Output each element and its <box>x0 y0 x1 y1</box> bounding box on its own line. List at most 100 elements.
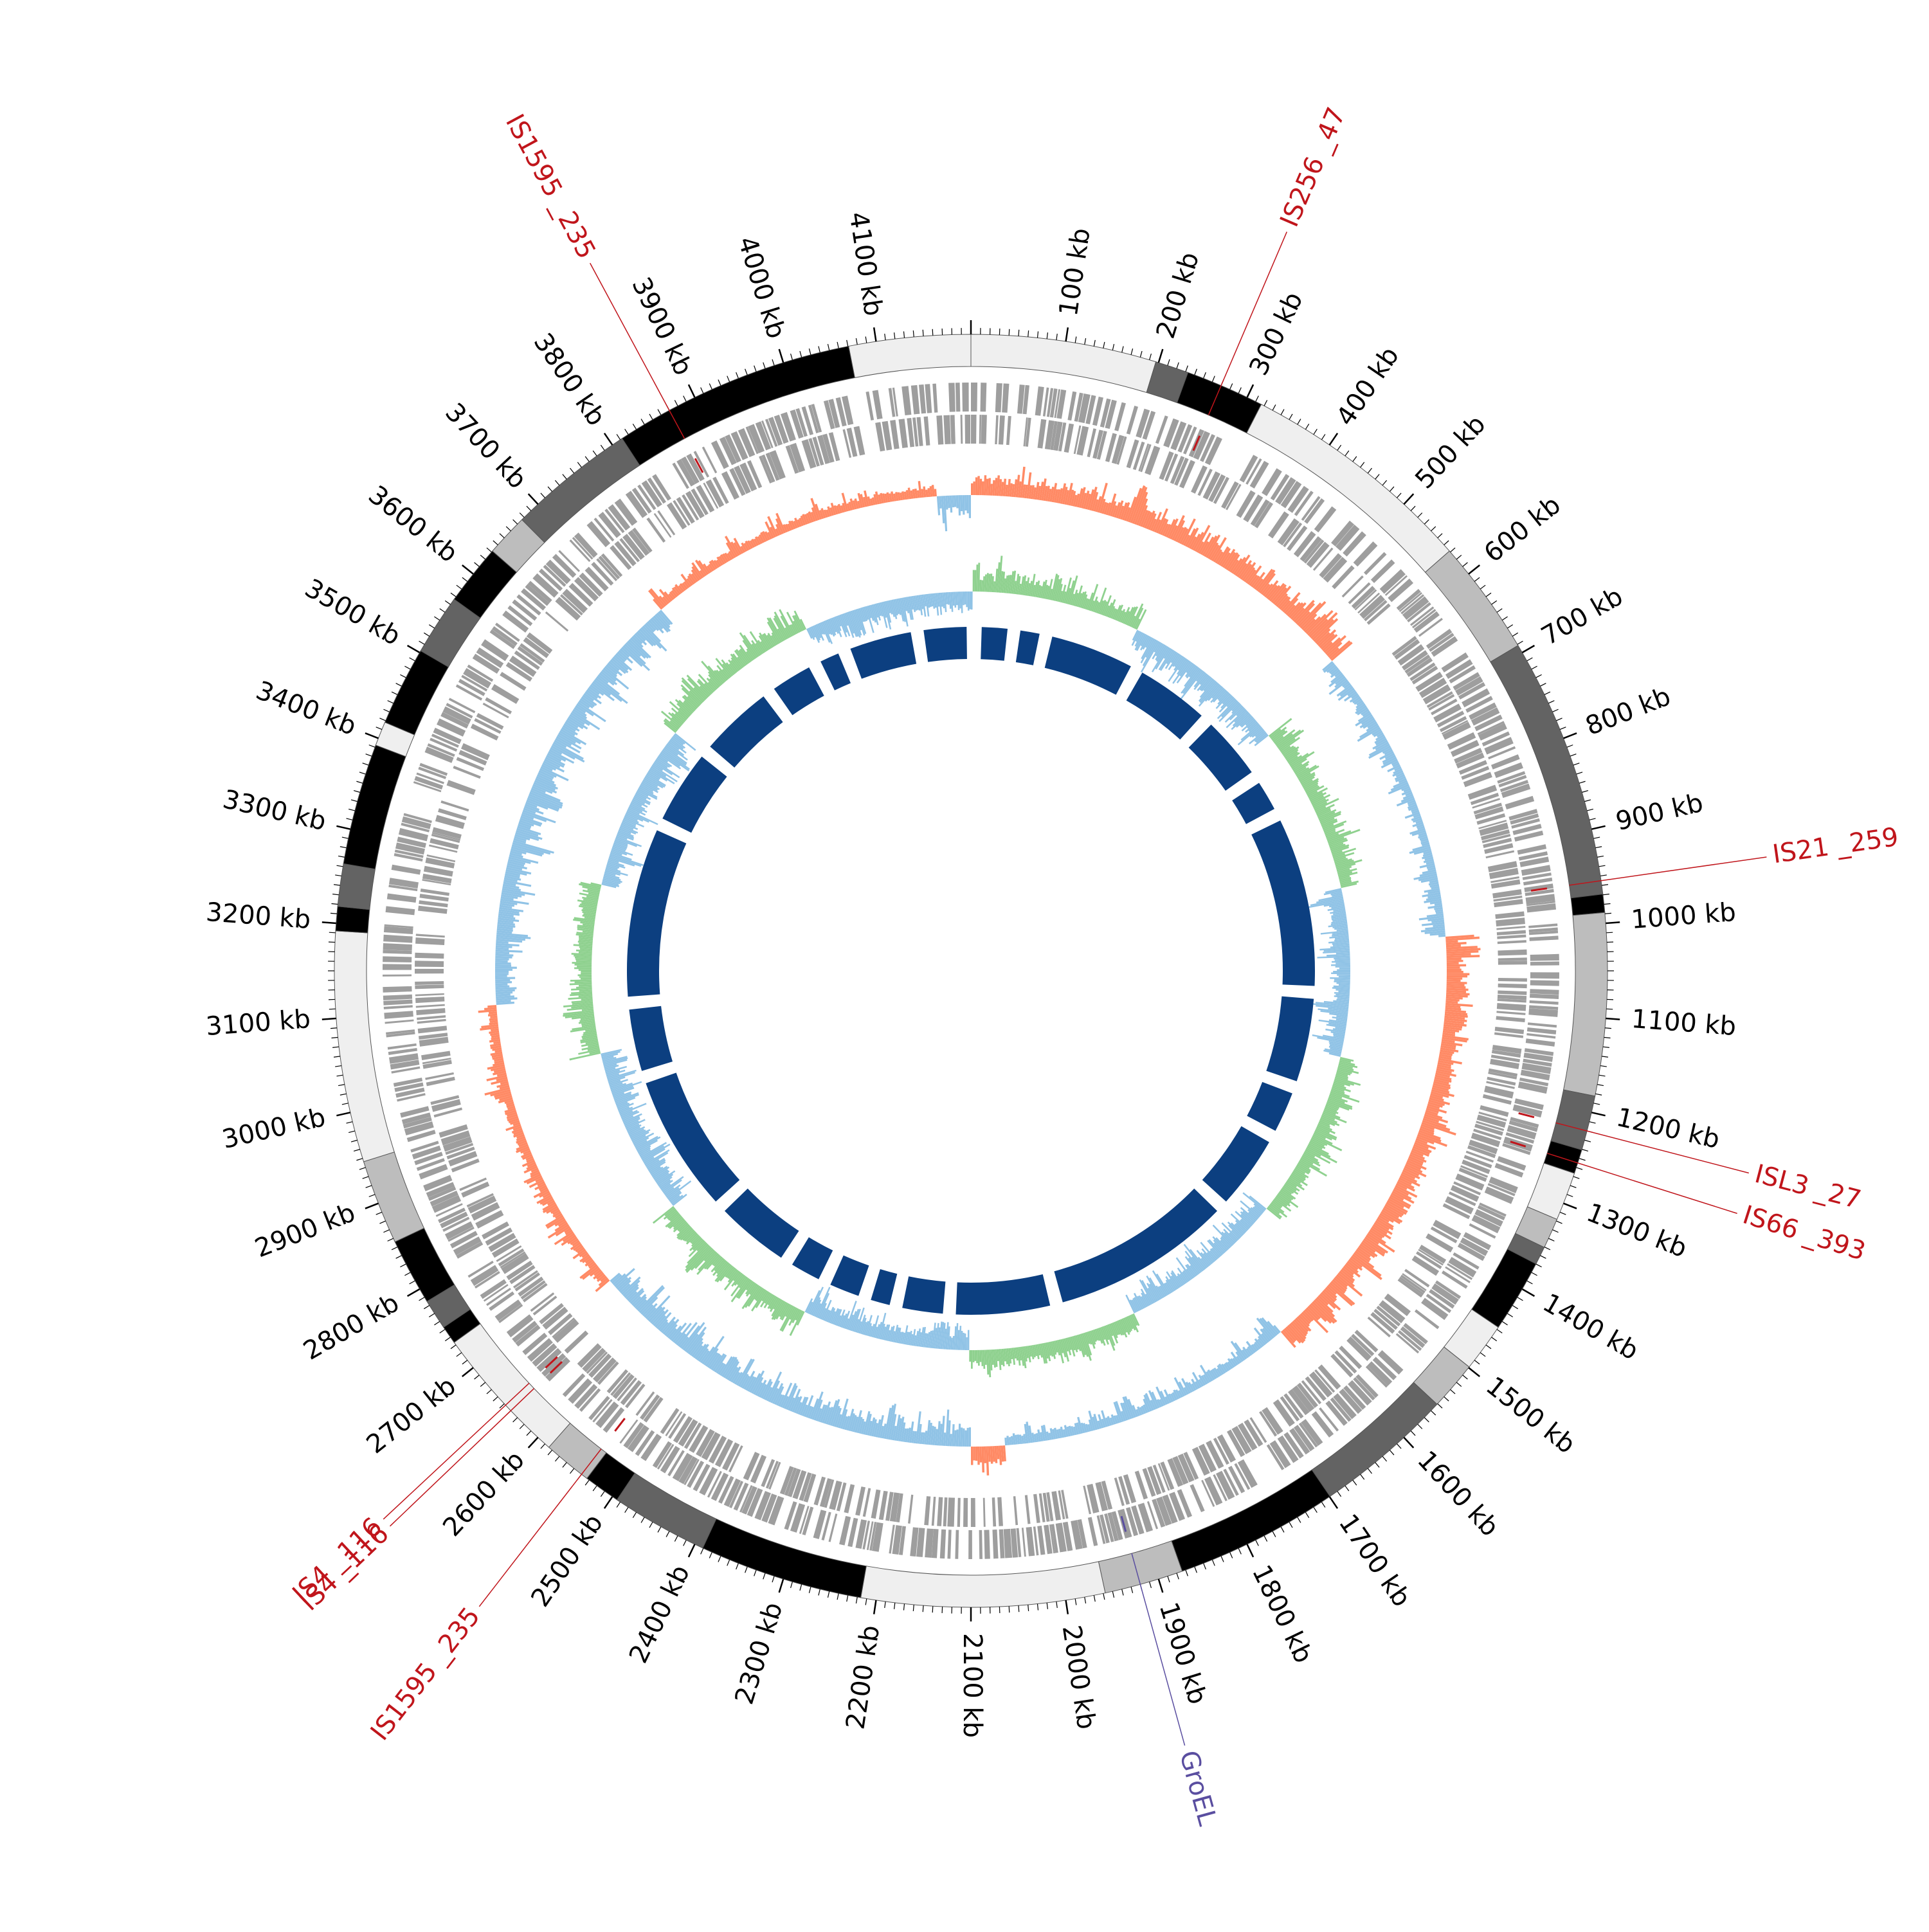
cds-feature <box>415 997 444 1003</box>
tick-mark <box>1597 856 1604 857</box>
gc-skew-bar <box>975 477 978 495</box>
tick-mark <box>1037 331 1038 338</box>
tick-mark <box>331 1028 337 1029</box>
tick-mark <box>649 1522 653 1528</box>
tick-mark <box>1075 1599 1076 1605</box>
tick-mark <box>585 1480 589 1485</box>
tick-mark <box>322 922 336 923</box>
cds-feature <box>1497 935 1526 939</box>
cds-feature <box>1495 912 1524 919</box>
cds-feature <box>1484 737 1514 754</box>
gc-content-track <box>563 555 1362 1377</box>
tick-mark <box>548 1450 552 1456</box>
tick-mark <box>1584 1140 1591 1142</box>
tick-mark <box>718 1556 721 1562</box>
tick-mark <box>349 1131 355 1133</box>
tick-mark <box>837 1593 838 1600</box>
gc-skew-bar <box>495 969 512 971</box>
tick-mark <box>527 506 531 510</box>
tick-mark <box>342 1103 349 1105</box>
gc-skew-bar <box>973 482 975 495</box>
cds-feature <box>1025 1495 1031 1524</box>
cds-feature <box>997 1497 1003 1526</box>
tick-mark <box>349 809 355 811</box>
tick-label: 3200 kb <box>205 898 312 935</box>
gc-content-bar <box>578 974 592 976</box>
annotation-label: IS21 _259 <box>1771 822 1901 869</box>
gc-content-bar <box>577 966 592 968</box>
tick-mark <box>419 1297 425 1301</box>
cds-feature <box>940 1530 946 1558</box>
tick-mark <box>1431 1411 1436 1415</box>
tick-mark <box>932 329 933 336</box>
cds-feature <box>1035 386 1044 416</box>
cds-feature <box>574 532 598 557</box>
tick-mark <box>1281 410 1284 415</box>
tick-mark <box>1527 658 1533 661</box>
gc-skew-bar <box>1447 969 1462 971</box>
gc-content-bar <box>979 1350 981 1362</box>
tick-mark <box>1548 1238 1554 1241</box>
tick-mark <box>633 1512 636 1518</box>
cds-feature <box>545 611 568 631</box>
gc-content-bar <box>963 591 964 605</box>
tick-mark <box>1314 1507 1317 1512</box>
cds-feature <box>1496 917 1525 926</box>
tick-mark <box>1186 366 1188 372</box>
gc-skew-bar <box>954 495 956 507</box>
tick-mark <box>1591 1112 1605 1115</box>
tick-mark <box>913 330 914 337</box>
cds-feature <box>384 1011 413 1019</box>
tick-mark <box>1480 585 1485 589</box>
gc-skew-bar <box>960 495 963 511</box>
tick-mark <box>1573 1177 1579 1178</box>
tick-label: 3000 kb <box>219 1103 328 1155</box>
cds-feature <box>1033 1494 1040 1523</box>
tick-mark <box>541 493 545 498</box>
gc-content-bar <box>1337 974 1350 976</box>
tick-mark <box>335 875 341 876</box>
gc-content-bar <box>981 580 983 591</box>
cds-feature <box>955 1530 959 1559</box>
gc-skew-bar <box>960 1427 963 1446</box>
tick-mark <box>337 1075 343 1076</box>
tick-mark <box>347 1122 353 1123</box>
cds-feature <box>1529 935 1558 941</box>
tick-mark <box>1540 1256 1546 1258</box>
tick-label: 2700 kb <box>361 1371 462 1460</box>
cds-feature <box>995 415 999 444</box>
tick-mark <box>331 903 338 904</box>
cds-feature <box>599 555 620 579</box>
tick-mark <box>400 1264 406 1267</box>
tick-mark <box>1492 1337 1497 1341</box>
tick-mark <box>727 1560 730 1566</box>
tick-mark <box>1593 1103 1600 1105</box>
tick-mark <box>903 331 904 338</box>
gc-skew-bar <box>973 1447 975 1461</box>
tick-mark <box>392 1247 397 1250</box>
tick-mark <box>487 548 492 552</box>
tick-mark <box>1573 763 1579 765</box>
tick-mark <box>335 1066 341 1067</box>
inner-ring-segment <box>923 627 967 662</box>
tick-mark <box>376 1212 382 1214</box>
tick-mark <box>1502 1321 1507 1325</box>
tick-mark <box>340 847 347 848</box>
tick-mark <box>856 338 857 345</box>
tick-mark <box>1497 1330 1502 1333</box>
tick-mark <box>1094 1595 1095 1602</box>
tick-mark <box>1606 1018 1620 1020</box>
tick-mark <box>604 1497 612 1508</box>
gc-skew-bar <box>495 964 511 967</box>
inner-ring-segment <box>1247 1082 1292 1131</box>
tick-mark <box>369 1195 375 1197</box>
tick-mark <box>1337 1492 1341 1497</box>
inner-ring-segment <box>1202 1126 1269 1202</box>
tick-mark <box>419 641 425 644</box>
tick-mark <box>763 1573 765 1579</box>
tick-mark <box>617 1502 620 1507</box>
cds-feature <box>1530 1000 1559 1005</box>
tick-mark <box>736 1564 739 1569</box>
tick-mark <box>1368 1468 1372 1474</box>
